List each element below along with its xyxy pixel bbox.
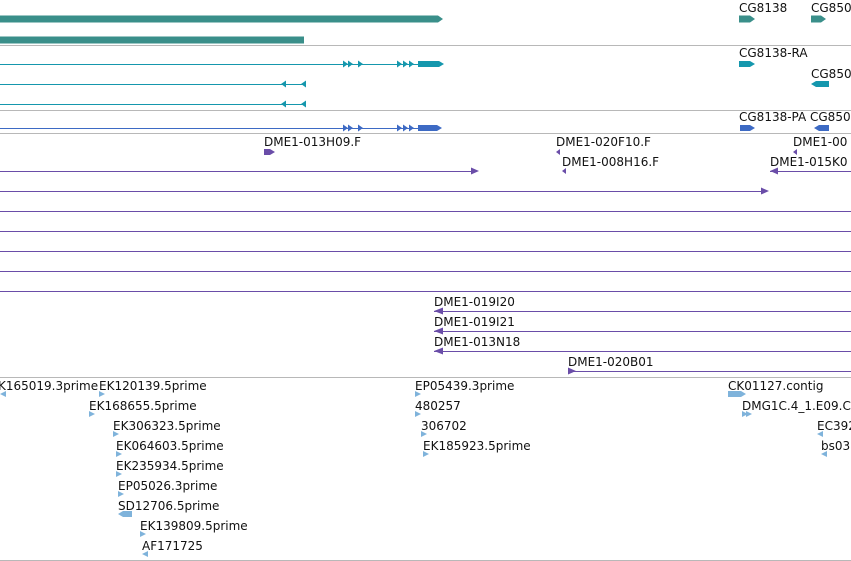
feature-label-transcript: CG850	[811, 67, 851, 81]
feature-label-clone: DME1-013N18	[434, 335, 521, 349]
protein-exon[interactable]	[348, 124, 353, 132]
feature-label-est: EK168655.5prime	[89, 399, 197, 413]
est-feature[interactable]	[821, 451, 827, 457]
est-feature[interactable]	[89, 411, 95, 417]
clone-feature[interactable]	[793, 149, 797, 155]
feature-label-est: 480257	[415, 399, 461, 413]
transcript-exon[interactable]	[301, 100, 306, 108]
est-feature[interactable]	[423, 451, 429, 457]
gene-feature[interactable]	[739, 15, 755, 23]
gene-feature[interactable]	[811, 15, 826, 23]
feature-label-clone: DME1-00	[793, 135, 848, 149]
clone-feature[interactable]	[556, 149, 560, 155]
feature-label-est: EP05026.3prime	[118, 479, 218, 493]
transcript-exon[interactable]	[348, 60, 353, 68]
gene-feature[interactable]	[0, 15, 443, 23]
est-feature[interactable]	[728, 391, 746, 397]
feature-label-est: EK120139.5prime	[99, 379, 207, 393]
est-feature[interactable]	[118, 491, 124, 497]
feature-label-est: DMG1C.4_1.E09.C	[742, 399, 851, 413]
feature-label-gene: CG850	[811, 1, 851, 15]
transcript-exon[interactable]	[343, 60, 348, 68]
feature-label-protein: CG850	[810, 110, 851, 124]
protein-exon[interactable]	[397, 124, 402, 132]
feature-label-clone: DME1-019I20	[434, 295, 515, 309]
est-feature[interactable]	[113, 431, 119, 437]
clone-feature[interactable]	[434, 347, 443, 355]
est-feature[interactable]	[415, 411, 421, 417]
est-feature[interactable]	[421, 431, 427, 437]
feature-label-clone: DME1-019I21	[434, 315, 515, 329]
feature-label-est: EK185923.5prime	[423, 439, 531, 453]
track-divider	[0, 45, 851, 46]
clone-feature[interactable]	[568, 367, 576, 375]
feature-label-clone: DME1-020F10.F	[556, 135, 651, 149]
est-feature[interactable]	[742, 411, 748, 417]
feature-label-est: EK306323.5prime	[113, 419, 221, 433]
clone-feature[interactable]	[761, 187, 769, 195]
feature-label-est: EK235934.5prime	[116, 459, 224, 473]
gene-feature[interactable]	[0, 36, 304, 44]
feature-label-est: CK01127.contig	[728, 379, 824, 393]
feature-label-transcript: CG8138-RA	[739, 46, 808, 60]
clone-feature[interactable]	[434, 307, 443, 315]
est-feature[interactable]	[0, 391, 6, 397]
feature-label-clone: DME1-020B01	[568, 355, 654, 369]
feature-label-est: EC392	[817, 419, 851, 433]
feature-label-clone: DME1-013H09.F	[264, 135, 362, 149]
clone-feature[interactable]	[471, 167, 479, 175]
feature-label-clone: DME1-015K0	[770, 155, 848, 169]
protein-exon[interactable]	[358, 124, 363, 132]
clone-feature[interactable]	[770, 167, 778, 175]
transcript-exon[interactable]	[403, 60, 408, 68]
est-feature[interactable]	[142, 551, 148, 557]
protein-exon[interactable]	[418, 125, 442, 131]
clone-feature[interactable]	[562, 168, 566, 174]
protein-exon[interactable]	[740, 125, 755, 131]
est-feature[interactable]	[817, 431, 823, 437]
track-divider	[0, 377, 851, 378]
feature-label-est: EK064603.5prime	[116, 439, 224, 453]
transcript-exon[interactable]	[397, 60, 402, 68]
feature-label-clone: DME1-008H16.F	[562, 155, 660, 169]
feature-label-est: SD12706.5prime	[118, 499, 220, 513]
clone-feature[interactable]	[434, 327, 443, 335]
transcript-exon[interactable]	[811, 81, 829, 87]
feature-label-gene: CG8138	[739, 1, 788, 15]
est-feature[interactable]	[99, 391, 105, 397]
feature-label-est: 306702	[421, 419, 467, 433]
est-feature[interactable]	[116, 471, 122, 477]
est-feature[interactable]	[118, 511, 132, 517]
est-feature[interactable]	[116, 451, 122, 457]
clone-feature[interactable]	[264, 149, 275, 155]
transcript-exon[interactable]	[739, 61, 755, 67]
feature-label-est: K165019.3prime	[0, 379, 99, 393]
feature-label-est: bs03	[821, 439, 851, 453]
transcript-exon[interactable]	[358, 60, 363, 68]
protein-exon[interactable]	[814, 125, 829, 131]
est-feature[interactable]	[746, 411, 752, 417]
transcript-exon[interactable]	[418, 61, 444, 67]
transcript-exon[interactable]	[281, 80, 286, 88]
feature-label-est: EP05439.3prime	[415, 379, 515, 393]
transcript-exon[interactable]	[409, 60, 414, 68]
feature-label-protein: CG8138-PA	[739, 110, 807, 124]
transcript-exon[interactable]	[301, 80, 306, 88]
feature-label-est: EK139809.5prime	[140, 519, 248, 533]
est-feature[interactable]	[415, 391, 421, 397]
transcript-exon[interactable]	[281, 100, 286, 108]
protein-exon[interactable]	[403, 124, 408, 132]
protein-exon[interactable]	[343, 124, 348, 132]
feature-label-est: AF171725	[142, 539, 203, 553]
track-divider	[0, 133, 851, 134]
track-divider	[0, 110, 851, 111]
protein-exon[interactable]	[409, 124, 414, 132]
est-feature[interactable]	[140, 531, 146, 537]
